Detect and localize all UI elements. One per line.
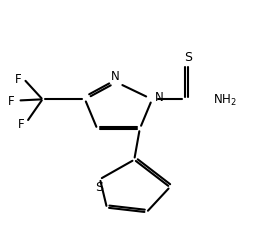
Text: N: N — [155, 91, 164, 104]
Text: NH$_2$: NH$_2$ — [213, 92, 236, 107]
Text: N: N — [111, 69, 119, 83]
Text: F: F — [8, 94, 15, 108]
Text: S: S — [95, 180, 103, 193]
Text: F: F — [15, 73, 21, 86]
Text: F: F — [18, 117, 25, 130]
Text: S: S — [184, 51, 192, 64]
